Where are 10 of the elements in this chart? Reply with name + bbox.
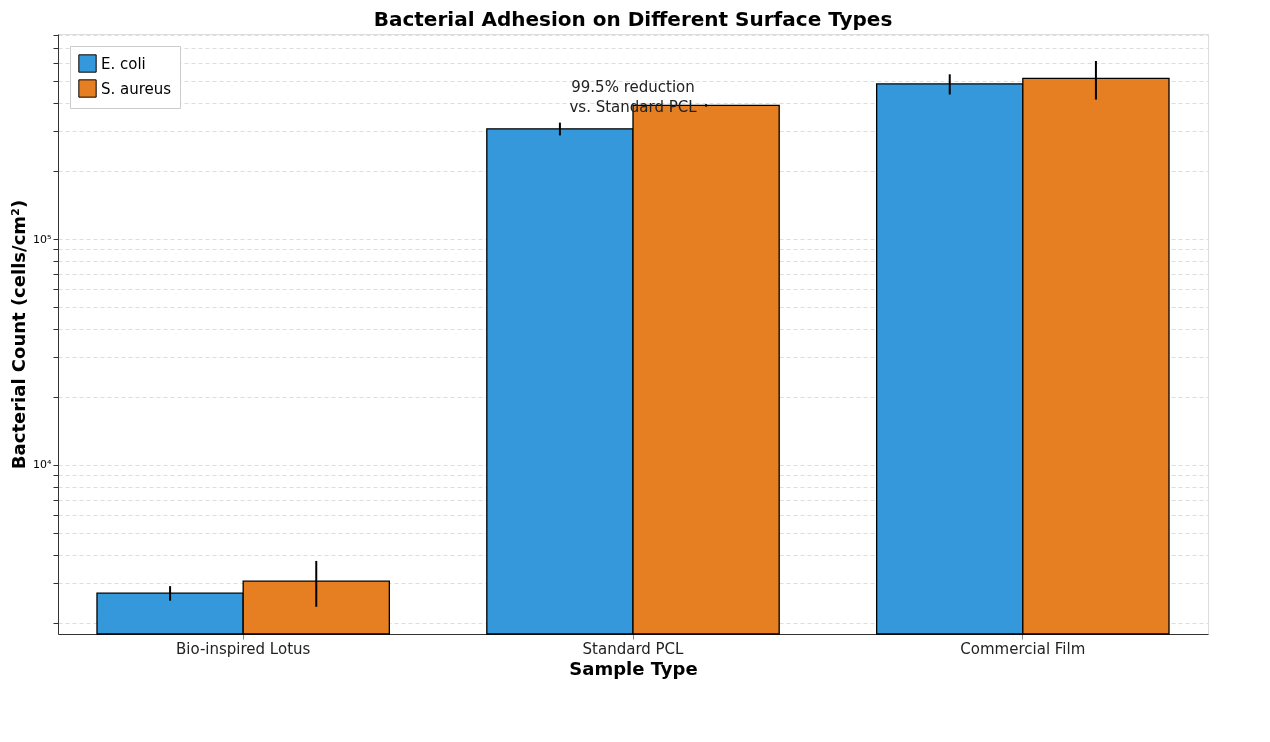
x-tick-label: Bio-inspired Lotus bbox=[176, 639, 311, 658]
legend-label: E. coli bbox=[101, 54, 146, 73]
x-tick-label: Commercial Film bbox=[960, 639, 1086, 658]
chart-title: Bacterial Adhesion on Different Surface Types bbox=[373, 7, 893, 31]
x-tick-label: Standard PCL bbox=[582, 639, 685, 658]
x-axis-title: Sample Type bbox=[569, 657, 698, 679]
y-tick-label: 10⁴ bbox=[33, 458, 53, 472]
y-axis-title: Bacterial Count (cells/cm²) bbox=[8, 199, 30, 470]
y-tick-label: 10⁵ bbox=[33, 232, 52, 246]
legend-label: S. aureus bbox=[101, 79, 172, 98]
